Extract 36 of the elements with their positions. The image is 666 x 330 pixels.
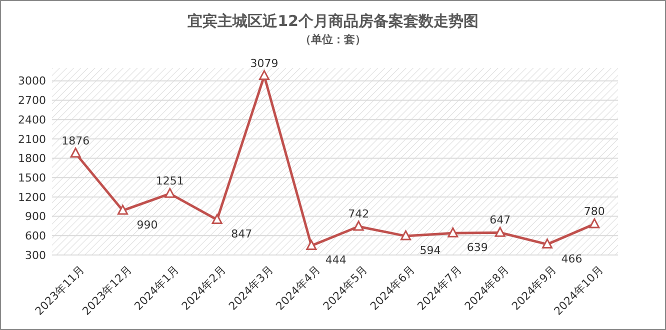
y-tick-label: 2100 (18, 132, 46, 146)
point (542, 238, 552, 249)
point (494, 226, 506, 237)
data-label: 444 (325, 254, 346, 267)
y-tick-label: 3000 (18, 74, 46, 88)
chart-subtitle: （单位：套） (300, 33, 366, 46)
y-tick-label: 300 (25, 248, 46, 262)
y-tick-label: 1800 (18, 152, 46, 166)
point (306, 240, 317, 250)
y-tick-label: 1500 (18, 171, 46, 184)
point (589, 218, 600, 228)
y-tick-label: 1200 (18, 190, 46, 204)
data-label: 639 (466, 241, 488, 254)
y-tick-label: 600 (25, 230, 46, 243)
data-label: 1251 (156, 174, 184, 188)
point (353, 220, 364, 231)
data-label: 847 (231, 228, 252, 241)
data-label: 990 (136, 218, 158, 232)
data-label: 1876 (62, 134, 90, 148)
point (400, 230, 411, 240)
point (259, 70, 270, 80)
data-label: 3079 (250, 56, 278, 70)
data-label: 780 (584, 205, 605, 218)
y-tick-label: 2700 (18, 94, 46, 108)
point (164, 188, 176, 198)
y-tick-label: 900 (25, 210, 46, 224)
data-label: 466 (561, 252, 582, 266)
data-label: 742 (348, 208, 370, 220)
point (212, 214, 222, 224)
point (118, 204, 128, 215)
point (70, 148, 81, 158)
data-label: 594 (420, 244, 441, 258)
y-tick-label: 2400 (18, 113, 46, 126)
data-label: 647 (490, 214, 511, 227)
chart-title: 宜宾主城区近12个月商品房备案套数走势图 (188, 12, 478, 30)
point (448, 227, 458, 238)
